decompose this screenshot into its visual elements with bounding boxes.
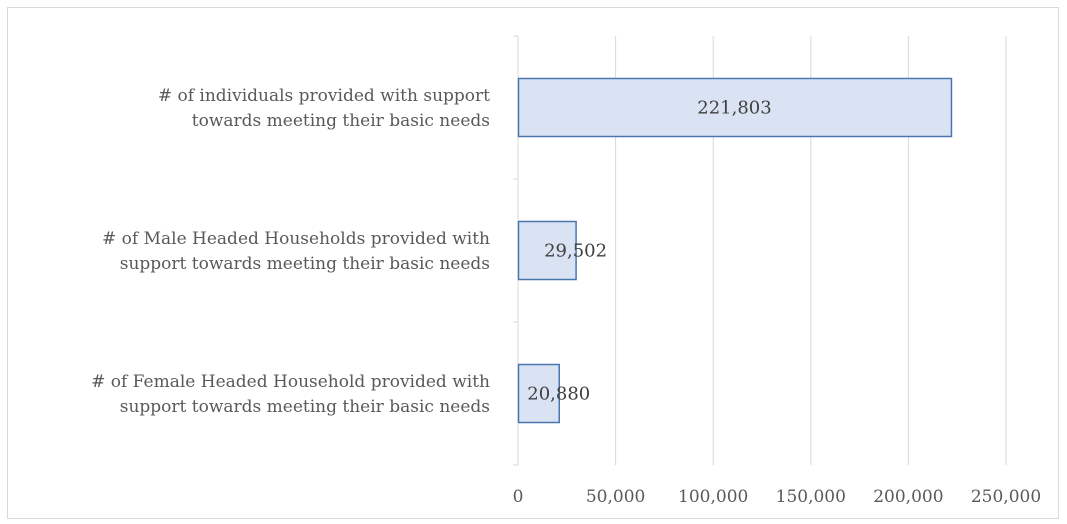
x-tick-label: 250,000 bbox=[971, 487, 1041, 507]
category-label-line: # of individuals provided with support bbox=[158, 86, 490, 106]
x-tick-label: 100,000 bbox=[678, 487, 748, 507]
data-labels: 221,803 29,502 20,880 bbox=[527, 98, 771, 405]
category-label: # of individuals provided with support to… bbox=[158, 86, 490, 131]
bar bbox=[517, 363, 561, 424]
x-tick-label: 50,000 bbox=[586, 487, 645, 507]
bars bbox=[517, 77, 953, 424]
data-label: 29,502 bbox=[544, 241, 607, 262]
bar bbox=[517, 77, 953, 138]
data-label: 221,803 bbox=[697, 98, 771, 119]
category-label-line: towards meeting their basic needs bbox=[192, 111, 490, 131]
bar bbox=[517, 220, 577, 281]
category-axis bbox=[513, 35, 519, 466]
category-label: # of Female Headed Household provided wi… bbox=[91, 372, 490, 417]
category-label-line: # of Male Headed Households provided wit… bbox=[102, 229, 490, 249]
category-labels: # of individuals provided with support to… bbox=[91, 86, 490, 417]
x-tick-label: 150,000 bbox=[776, 487, 846, 507]
category-label-line: # of Female Headed Household provided wi… bbox=[91, 372, 490, 392]
x-tick-label: 200,000 bbox=[873, 487, 943, 507]
category-label: # of Male Headed Households provided wit… bbox=[102, 229, 490, 274]
x-tick-labels: 0 50,000 100,000 150,000 200,000 250,000 bbox=[513, 487, 1042, 507]
data-label: 20,880 bbox=[527, 384, 590, 405]
category-label-line: support towards meeting their basic need… bbox=[120, 397, 490, 417]
category-label-line: support towards meeting their basic need… bbox=[120, 254, 490, 274]
x-tick-label: 0 bbox=[513, 487, 524, 507]
